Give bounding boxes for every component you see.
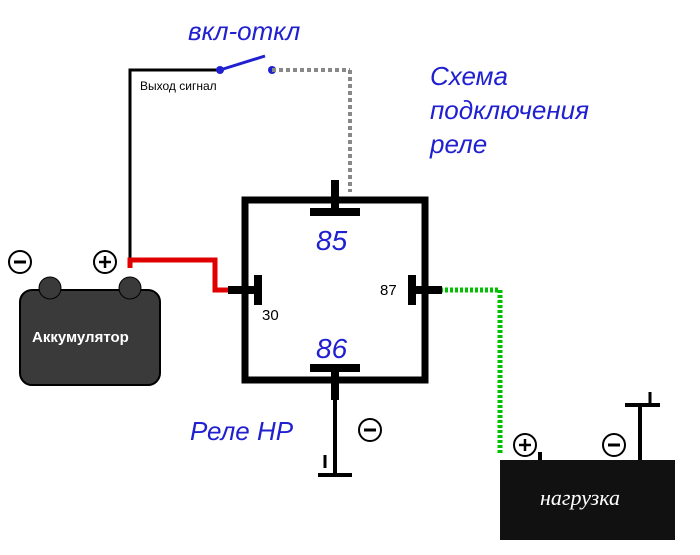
load-plus-icon bbox=[514, 434, 536, 456]
ground-load-symbol bbox=[625, 392, 660, 405]
switch-lever bbox=[220, 56, 265, 70]
load-label: нагрузка bbox=[540, 485, 620, 510]
pin-85-label: 85 bbox=[316, 225, 348, 256]
pin-86 bbox=[310, 368, 360, 400]
wiring-diagram: Схема подключения реле Схема подключения… bbox=[0, 0, 700, 555]
battery-minus-icon bbox=[9, 251, 31, 273]
wire-red-power bbox=[130, 260, 245, 290]
signal-out-label: Выход сигнал bbox=[140, 79, 217, 93]
battery-plus-icon bbox=[94, 251, 116, 273]
relay-label: Реле HP bbox=[190, 416, 294, 446]
load-minus-icon bbox=[603, 434, 625, 456]
pin-86-label: 86 bbox=[316, 333, 348, 364]
battery-label: Аккумулятор bbox=[32, 329, 129, 346]
diagram-title: Схема подключения реле bbox=[429, 61, 596, 159]
pin-87-label: 87 bbox=[380, 282, 397, 299]
switch-label: вкл-откл bbox=[188, 16, 301, 46]
battery-terminal-pos bbox=[119, 277, 141, 299]
pin-85 bbox=[310, 180, 360, 212]
minus-86-icon bbox=[359, 419, 381, 441]
wire-green-load bbox=[425, 290, 500, 455]
pin-30-label: 30 bbox=[262, 307, 279, 324]
battery-terminal-neg bbox=[39, 277, 61, 299]
ground-86-symbol bbox=[318, 455, 352, 475]
wire-signal-out bbox=[130, 70, 220, 258]
